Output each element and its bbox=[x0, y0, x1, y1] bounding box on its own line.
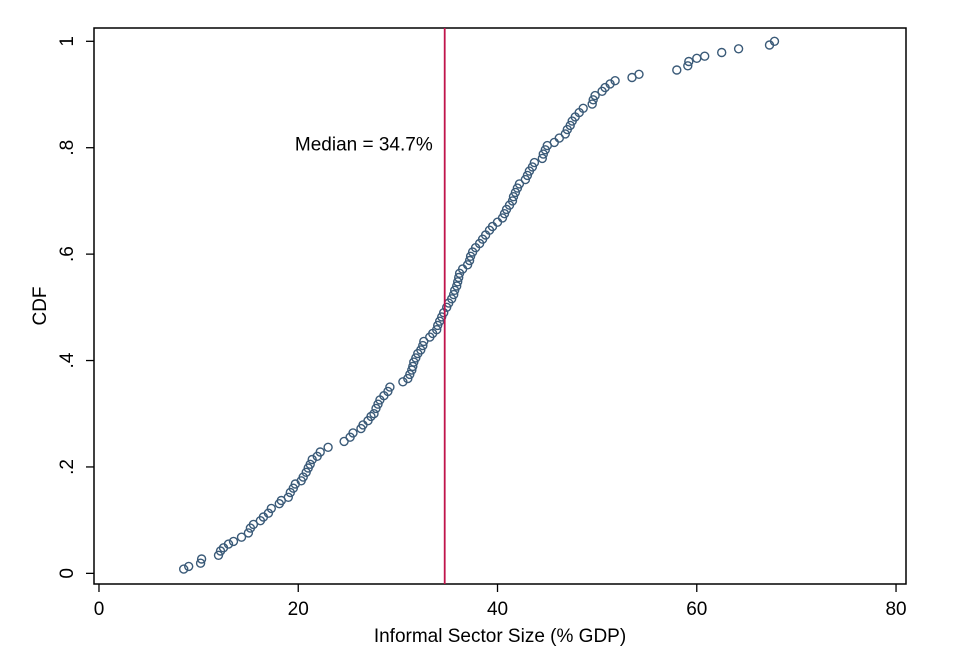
data-point bbox=[683, 61, 693, 71]
data-point bbox=[452, 281, 462, 291]
y-tick-label: .6 bbox=[57, 246, 78, 262]
data-point bbox=[301, 467, 311, 477]
data-point bbox=[416, 345, 426, 355]
data-point bbox=[529, 157, 540, 168]
data-point bbox=[508, 191, 519, 202]
data-point bbox=[700, 51, 710, 61]
data-point bbox=[419, 336, 429, 347]
data-point bbox=[243, 528, 254, 538]
data-point bbox=[527, 162, 538, 172]
data-point bbox=[418, 340, 428, 351]
data-point bbox=[565, 120, 575, 131]
data-point bbox=[538, 149, 548, 159]
data-point bbox=[634, 69, 644, 80]
data-point bbox=[672, 65, 682, 75]
data-point bbox=[464, 255, 475, 266]
data-point bbox=[462, 260, 473, 270]
median-annotation: Median = 34.7% bbox=[295, 134, 433, 155]
data-point bbox=[178, 564, 189, 574]
data-point bbox=[348, 428, 358, 438]
data-point bbox=[283, 492, 293, 502]
x-axis-title: Informal Sector Size (% GDP) bbox=[374, 626, 626, 647]
x-tick-label: 0 bbox=[94, 599, 105, 620]
x-tick-label: 40 bbox=[487, 599, 508, 620]
data-point bbox=[369, 409, 379, 419]
data-point bbox=[383, 386, 393, 397]
data-point bbox=[499, 208, 510, 219]
data-point bbox=[398, 377, 408, 387]
data-point bbox=[315, 447, 325, 457]
data-point bbox=[733, 44, 744, 54]
data-point bbox=[453, 277, 463, 287]
data-point bbox=[307, 454, 317, 465]
data-point bbox=[507, 196, 518, 206]
data-point bbox=[769, 36, 780, 46]
data-point bbox=[449, 289, 459, 300]
data-point bbox=[610, 75, 620, 86]
plot-area bbox=[93, 27, 907, 585]
data-point bbox=[263, 508, 274, 518]
data-point bbox=[215, 546, 226, 556]
data-point bbox=[717, 47, 727, 58]
data-point bbox=[411, 353, 421, 363]
data-point bbox=[366, 411, 376, 422]
data-point bbox=[385, 382, 395, 392]
data-point bbox=[465, 251, 476, 261]
data-point bbox=[435, 316, 445, 326]
y-axis-title: CDF bbox=[30, 286, 51, 325]
data-point bbox=[223, 539, 234, 549]
data-point bbox=[305, 459, 315, 469]
data-point bbox=[454, 272, 464, 283]
y-tick-label: .4 bbox=[57, 352, 78, 368]
data-point bbox=[514, 179, 525, 189]
data-point bbox=[266, 503, 276, 514]
data-point bbox=[405, 369, 415, 380]
data-point bbox=[510, 187, 521, 198]
data-point bbox=[298, 472, 308, 482]
x-tick-label: 20 bbox=[288, 599, 309, 620]
y-tick-label: .2 bbox=[57, 459, 78, 475]
data-point bbox=[560, 129, 570, 139]
data-point bbox=[439, 308, 449, 318]
data-point bbox=[373, 399, 383, 409]
data-point bbox=[522, 170, 533, 181]
data-point bbox=[587, 99, 597, 109]
data-point bbox=[450, 285, 460, 295]
data-point bbox=[195, 558, 206, 568]
x-tick-label: 80 bbox=[885, 599, 906, 620]
data-point bbox=[323, 442, 333, 452]
data-point bbox=[684, 56, 694, 67]
y-tick-label: 0 bbox=[57, 568, 78, 579]
x-axis: 0 20 40 60 80 bbox=[94, 584, 907, 620]
data-point bbox=[228, 536, 239, 547]
data-point bbox=[432, 325, 442, 335]
data-point bbox=[537, 153, 547, 164]
x-tick-label: 60 bbox=[686, 599, 707, 620]
y-axis: 0 .2 .4 .6 .8 1 bbox=[57, 36, 94, 579]
data-point bbox=[605, 79, 615, 89]
data-point bbox=[183, 561, 194, 572]
data-point bbox=[196, 554, 207, 564]
data-point bbox=[408, 361, 418, 372]
y-tick-label: 1 bbox=[57, 36, 78, 47]
data-point bbox=[578, 103, 588, 114]
y-tick-label: .8 bbox=[57, 140, 78, 156]
data-point bbox=[248, 519, 259, 530]
data-point bbox=[213, 550, 224, 560]
data-points-group bbox=[178, 36, 780, 574]
data-point bbox=[236, 532, 247, 542]
data-point bbox=[590, 90, 600, 101]
